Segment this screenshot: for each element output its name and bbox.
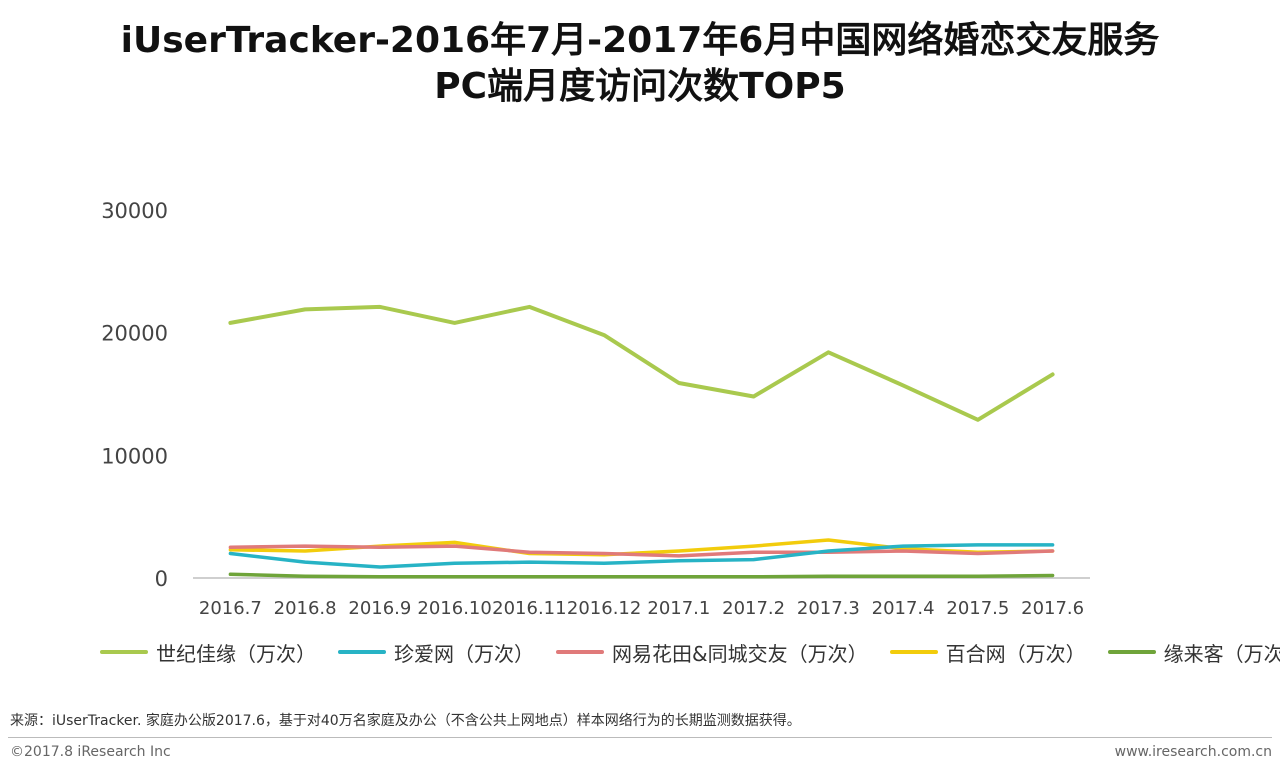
y-tick-label: 20000 (101, 322, 168, 346)
chart-legend: 世纪佳缘（万次） 珍爱网（万次） 网易花田&同城交友（万次） 百合网（万次） 缘来客（万… (100, 636, 1280, 668)
legend-item: 网易花田&同城交友（万次） (556, 638, 868, 667)
y-tick-label: 0 (155, 567, 168, 591)
series-line (228, 572, 1055, 579)
legend-item: 百合网（万次） (889, 638, 1086, 667)
legend-label: 网易花田&同城交友（万次） (612, 641, 868, 666)
legend-label: 百合网（万次） (945, 641, 1086, 666)
legend-label: 珍爱网（万次） (394, 641, 534, 666)
copyright: ©2017.8 iResearch Inc (10, 744, 171, 760)
x-tick-label: 2017.5 (946, 598, 1009, 619)
x-tick-label: 2016.11 (492, 598, 566, 619)
chart-title: iUserTracker-2016年7月-2017年6月中国网络婚恋交友服务 P… (0, 18, 1280, 110)
x-tick-label: 2016.7 (199, 598, 262, 619)
footer-divider (8, 737, 1272, 738)
x-tick-label: 2016.10 (417, 598, 491, 619)
legend-item: 缘来客（万次） (1107, 638, 1280, 667)
y-tick-label: 30000 (101, 199, 168, 223)
line-chart: 0 10000 20000 30000 2016.7 2016.8 2016.9 2016.1… (101, 199, 1090, 619)
x-tick-label: 2016.9 (348, 598, 411, 619)
legend-swatch (100, 650, 148, 654)
legend-label: 世纪佳缘（万次） (156, 641, 316, 666)
chart-title-line2: PC端月度访问次数TOP5 (434, 66, 846, 107)
x-tick-label: 2017.2 (722, 598, 785, 619)
legend-item: 珍爱网（万次） (338, 638, 534, 667)
series-line (228, 544, 1055, 558)
legend-label: 缘来客（万次） (1163, 641, 1280, 666)
x-tick-label: 2016.8 (274, 598, 337, 619)
series-line (228, 304, 1055, 422)
source-note: 来源：iUserTracker. 家庭办公版2017.6，基于对40万名家庭及办… (10, 713, 801, 729)
x-tick-label: 2017.6 (1021, 598, 1084, 619)
legend-swatch (556, 650, 604, 654)
y-tick-label: 10000 (101, 444, 168, 468)
website-url: www.iresearch.com.cn (1114, 744, 1272, 760)
x-tick-label: 2017.4 (872, 598, 935, 619)
x-tick-label: 2016.12 (567, 598, 641, 619)
legend-item: 世纪佳缘（万次） (100, 638, 316, 667)
legend-swatch (1107, 650, 1156, 654)
chart-title-line1: iUserTracker-2016年7月-2017年6月中国网络婚恋交友服务 (120, 20, 1160, 61)
x-tick-label: 2017.3 (797, 598, 860, 619)
legend-swatch (338, 650, 386, 654)
series-line (228, 543, 1055, 569)
legend-swatch (889, 650, 938, 654)
x-tick-label: 2017.1 (647, 598, 710, 619)
